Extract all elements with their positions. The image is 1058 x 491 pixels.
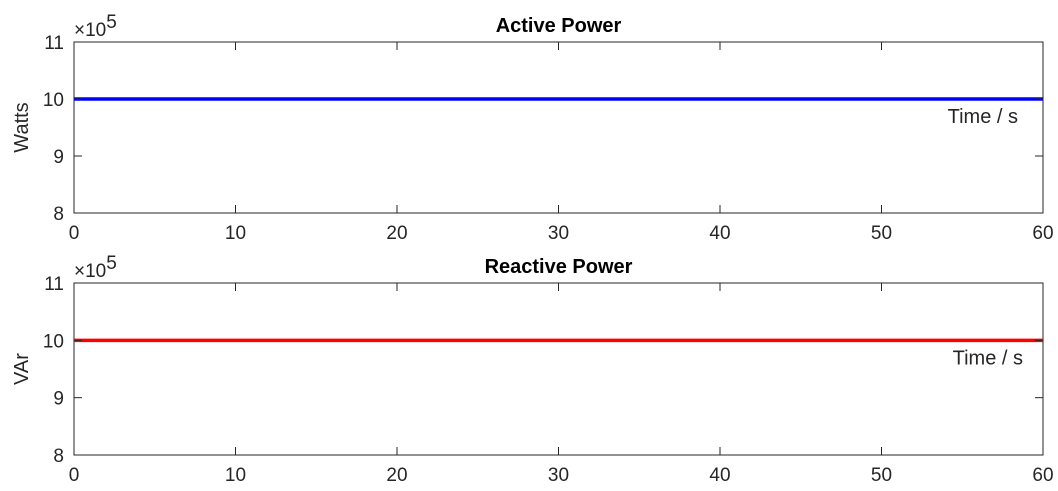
reactive-power-subplot: 0 10 20 30 40 50 60 8 9 10 11 Reactive Power VAr T… [11,253,1054,486]
x-tick-label: 50 [871,465,892,486]
x-tick-label: 30 [548,223,569,244]
y-tick-label: 8 [53,446,64,467]
tick-group: 0 10 20 30 40 50 60 8 9 10 11 [43,274,1054,486]
x-tick-label: 10 [225,223,246,244]
y-tick-label: 10 [43,331,64,352]
y-tick-label: 11 [44,33,64,54]
y-axis-label: Watts [11,102,33,152]
x-tick-label: 60 [1032,465,1053,486]
x-tick-label: 50 [871,223,892,244]
y-axis-label: VAr [11,353,33,385]
y-tick-label: 9 [53,147,64,168]
chart-title: Active Power [496,15,622,37]
x-tick-label: 40 [709,223,730,244]
y-exponent-label: ×105 [74,253,117,282]
x-tick-label: 0 [69,465,80,486]
x-tick-label: 20 [386,465,407,486]
x-tick-label: 0 [69,223,80,244]
plot-area [74,42,1043,213]
x-tick-label: 10 [225,465,246,486]
plot-area [74,283,1043,455]
x-tick-label: 20 [386,223,407,244]
time-annotation: Time / s [953,347,1023,369]
chart-title: Reactive Power [485,256,633,278]
y-tick-label: 11 [44,274,64,295]
x-tick-label: 60 [1032,223,1053,244]
active-power-subplot: 0 10 20 30 40 50 60 8 9 10 11 Active Power Watts T… [11,12,1054,244]
time-annotation: Time / s [948,106,1018,128]
y-tick-label: 9 [53,389,64,410]
x-tick-label: 30 [548,465,569,486]
y-exponent-label: ×105 [74,12,117,41]
y-tick-label: 8 [53,204,64,225]
x-tick-label: 40 [709,465,730,486]
y-tick-label: 10 [43,90,64,111]
tick-group: 0 10 20 30 40 50 60 8 9 10 11 [43,33,1054,244]
